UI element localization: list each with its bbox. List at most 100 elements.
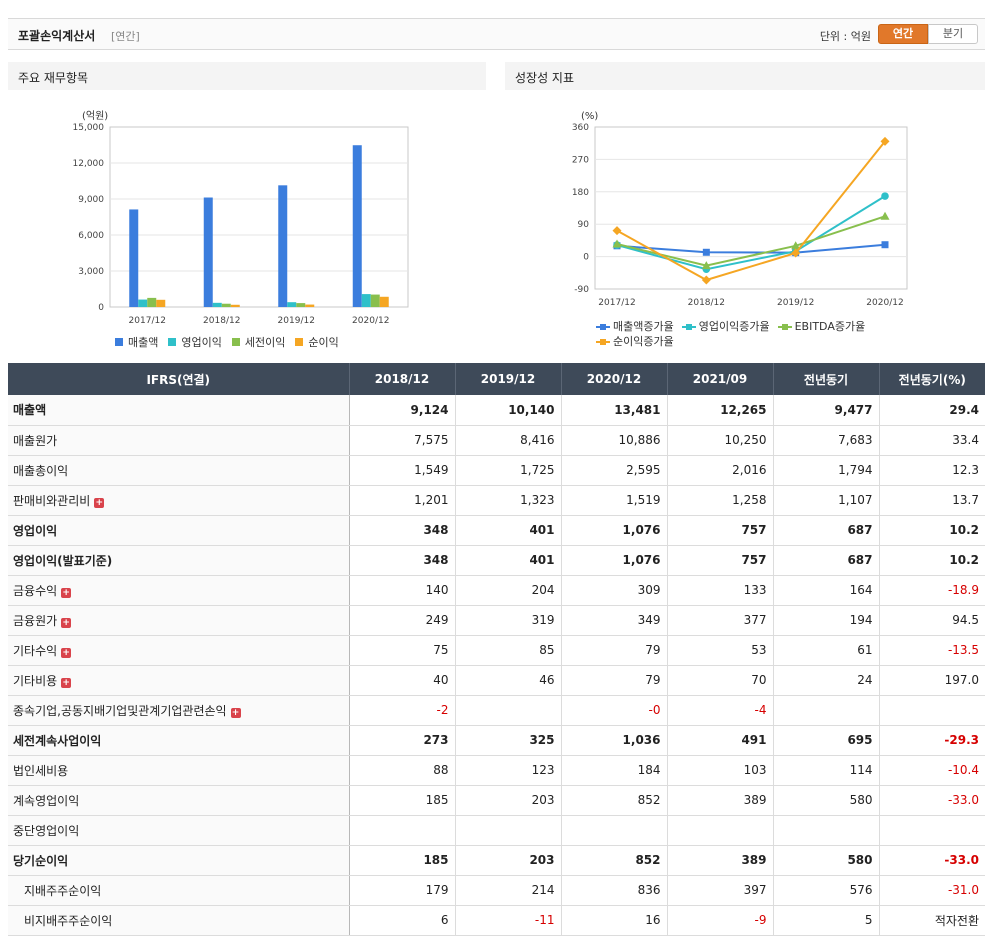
legend-item: 영업이익증가율 <box>681 320 770 334</box>
legend-label: 영업이익 <box>181 336 222 349</box>
table-cell: 325 <box>455 725 562 756</box>
table-cell: 10.2 <box>879 545 985 576</box>
row-label: 법인세비용 <box>8 755 350 786</box>
table-cell: 348 <box>349 515 456 546</box>
row-label[interactable]: 금융원가 + <box>8 605 350 636</box>
table-cell: 13.7 <box>879 485 985 516</box>
table-cell: 7,683 <box>773 425 880 456</box>
point-EBITDA증가율 <box>880 211 890 220</box>
table-cell <box>455 695 562 726</box>
table-cell: 9,124 <box>349 395 456 426</box>
table-cell: 687 <box>773 545 880 576</box>
table-row: 중단영업이익 <box>8 815 985 846</box>
table-cell: 7,575 <box>349 425 456 456</box>
table-row: 기타비용 +40 46 79 70 24 197.0 <box>8 665 985 696</box>
table-cell: 140 <box>349 575 456 606</box>
legend-marker <box>777 323 792 331</box>
legend-swatch <box>168 338 177 346</box>
series-line-영업이익증가율 <box>616 195 886 271</box>
x-tick-label: 2018/12 <box>688 298 725 308</box>
row-label[interactable]: 기타수익 + <box>8 635 350 666</box>
expand-plus-icon[interactable]: + <box>61 617 72 628</box>
table-row: 금융수익 +140 204 309 133 164 -18.9 <box>8 575 985 606</box>
table-cell: 12.3 <box>879 455 985 486</box>
table-row: 계속영업이익 185 203 852 389 580 -33.0 <box>8 785 985 816</box>
toggle-annual-button[interactable]: 연간 <box>878 24 928 44</box>
table-cell: 164 <box>773 575 880 606</box>
table-cell: 24 <box>773 665 880 696</box>
table-cell: 88 <box>349 755 456 786</box>
row-label[interactable]: 종속기업,공동지배기업및관계기업관련손익 + <box>8 695 350 726</box>
plot-area <box>594 126 908 290</box>
row-label-text: 중단영업이익 <box>13 823 80 838</box>
row-label-text: 금융수익 <box>13 583 58 598</box>
table-cell <box>879 695 985 726</box>
series-line-순이익증가율 <box>616 140 886 282</box>
table-cell: 10,886 <box>561 425 668 456</box>
y-tick-label: 270 <box>572 155 589 165</box>
expand-plus-icon[interactable]: + <box>61 587 72 598</box>
point-매출액증가율 <box>881 241 889 249</box>
table-cell <box>773 695 880 726</box>
row-label-text: 판매비와관리비 <box>13 493 91 508</box>
expand-plus-icon[interactable]: + <box>61 647 72 658</box>
table-cell: 2,016 <box>667 455 774 486</box>
table-cell: 401 <box>455 545 562 576</box>
table-cell: 40 <box>349 665 456 696</box>
legend-swatch <box>115 338 123 346</box>
bar-매출액-2018/12 <box>203 197 213 307</box>
bar-영업이익-2019/12 <box>287 302 297 307</box>
legend-label: 순이익증가율 <box>613 335 674 348</box>
table-cell: 33.4 <box>879 425 985 456</box>
table-cell: 103 <box>667 755 774 786</box>
growth-line-chart: (%)360 270 180 90 0 -90 2017/12 2018/12 2019/12 2… <box>572 111 908 308</box>
legend-label: 순이익 <box>308 336 339 349</box>
row-label-text: 종속기업,공동지배기업및관계기업관련손익 <box>13 703 227 718</box>
legend-label: 세전이익 <box>244 336 286 349</box>
legend-marker <box>681 323 696 331</box>
table-cell: 12,265 <box>667 395 774 426</box>
y-tick-label: 3,000 <box>78 267 104 277</box>
row-label-text: 영업이익(발표기준) <box>13 553 113 568</box>
legend-label: 영업이익증가율 <box>698 320 770 333</box>
expand-plus-icon[interactable]: + <box>61 677 72 688</box>
bar-chart-legend: 매출액 영업이익 세전이익 순이익 <box>115 334 349 350</box>
y-tick-label: 0 <box>583 253 589 263</box>
table-cell: 1,076 <box>561 515 668 546</box>
point-순이익증가율 <box>791 248 801 258</box>
column-header: 전년동기 <box>773 363 880 395</box>
table-row: 영업이익 348 401 1,076 757 687 10.2 <box>8 515 985 546</box>
table-cell: 10,250 <box>667 425 774 456</box>
y-tick-label: 360 <box>572 123 589 133</box>
expand-plus-icon[interactable]: + <box>94 497 105 508</box>
table-cell: 687 <box>773 515 880 546</box>
table-cell: 179 <box>349 875 456 906</box>
legend-item: 매출액증가율 <box>596 320 674 334</box>
row-label-text: 당기순이익 <box>13 853 69 868</box>
x-tick-label: 2019/12 <box>278 316 315 326</box>
table-cell: 401 <box>455 515 562 546</box>
toggle-quarter-button[interactable]: 분기 <box>928 24 978 44</box>
table-row: 당기순이익 185 203 852 389 580 -33.0 <box>8 845 985 876</box>
table-cell: 1,076 <box>561 545 668 576</box>
table-cell: 214 <box>455 875 562 906</box>
row-label[interactable]: 기타비용 + <box>8 665 350 696</box>
row-label[interactable]: 판매비와관리비 + <box>8 485 350 516</box>
row-label[interactable]: 금융수익 + <box>8 575 350 606</box>
table-cell: 397 <box>667 875 774 906</box>
table-cell: 852 <box>561 785 668 816</box>
table-cell: 79 <box>561 665 668 696</box>
x-tick-label: 2020/12 <box>866 298 903 308</box>
table-cell: 85 <box>455 635 562 666</box>
table-cell: 10,140 <box>455 395 562 426</box>
statement-header: 포괄손익계산서 [연간] 단위 : 억원 연간 분기 <box>8 18 985 50</box>
table-cell: 349 <box>561 605 668 636</box>
expand-plus-icon[interactable]: + <box>230 707 241 718</box>
column-header: IFRS(연결) <box>8 363 350 395</box>
table-cell: 2,595 <box>561 455 668 486</box>
table-row: 비지배주주순이익 6 -11 16 -9 5 적자전환 <box>8 905 985 936</box>
y-tick-label: 180 <box>572 188 589 198</box>
y-tick-label: 6,000 <box>78 231 104 241</box>
row-label-text: 기타비용 <box>13 673 58 688</box>
table-cell: -18.9 <box>879 575 985 606</box>
